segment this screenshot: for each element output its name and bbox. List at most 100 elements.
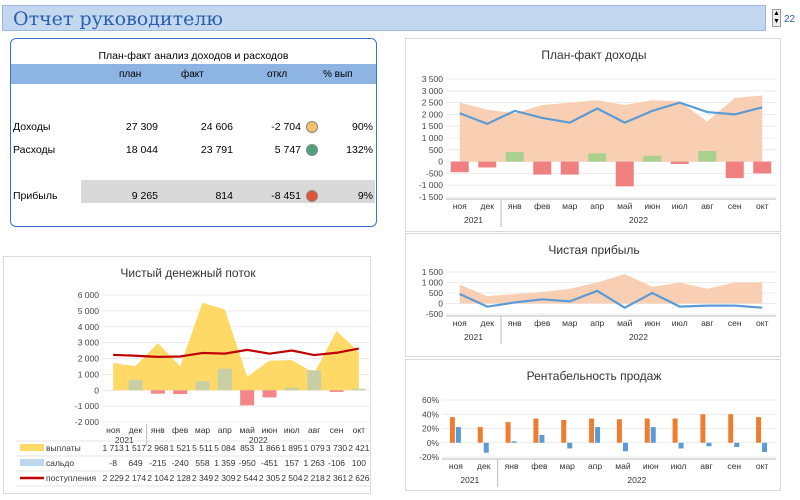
x-tick-label: июл: [284, 425, 300, 435]
margin-bar: [595, 427, 600, 443]
table-cell: 2 128: [170, 473, 192, 483]
table-cell: 100: [352, 458, 366, 468]
y-tick-label: 1 000: [78, 369, 100, 379]
row-dev: -2 704: [271, 121, 301, 133]
x-tick-label: ноя: [453, 318, 467, 328]
x-tick-label: окт: [756, 318, 769, 328]
table-cell: -950: [239, 458, 256, 468]
deviation-bar: [643, 156, 661, 162]
page-spinner[interactable]: ▲ ▼: [772, 9, 781, 27]
spin-down-icon[interactable]: ▼: [773, 18, 780, 26]
table-cell: 853: [240, 443, 254, 453]
x-tick-label: июл: [672, 318, 688, 328]
y-tick-label: -1 500: [419, 192, 443, 202]
x-tick-label: июл: [672, 201, 688, 211]
margin-bar: [728, 414, 733, 443]
table-cell: 1 895: [281, 443, 303, 453]
y-tick-label: 500: [429, 288, 443, 298]
x-tick-label: дек: [481, 318, 495, 328]
saldo-bar: [352, 389, 366, 391]
margin-bar: [623, 443, 628, 452]
x-tick-label: авг: [308, 425, 320, 435]
y-tick-label: -1 000: [75, 401, 99, 411]
margin-bar: [539, 435, 544, 443]
table-cell: 2 309: [214, 473, 236, 483]
margin-bar: [706, 443, 711, 447]
x-tick-label: апр: [218, 425, 232, 435]
table-cell: 1 713: [103, 443, 125, 453]
margin-bar: [561, 420, 566, 443]
row-dev: 5 747: [275, 144, 301, 156]
saldo-bar: [151, 390, 165, 393]
legend-label: поступления: [46, 473, 97, 483]
row-fact: 24 606: [201, 121, 233, 133]
x-tick-label: июн: [262, 425, 278, 435]
y-tick-label: 2 500: [422, 98, 444, 108]
y-tick-label: 4 000: [78, 322, 100, 332]
x-tick-label: апр: [590, 318, 604, 328]
col-fact: факт: [181, 69, 204, 80]
x-tick-label: дек: [129, 425, 143, 435]
table-cell: 2 421: [348, 443, 370, 453]
year-label: 2021: [464, 215, 483, 225]
deviation-bar: [753, 162, 771, 174]
table-cell: -215: [149, 458, 166, 468]
table-cell: -451: [261, 458, 278, 468]
margin-bar: [478, 427, 483, 443]
deviation-bar: [726, 162, 744, 179]
margin-bar: [484, 443, 489, 453]
table-cell: 558: [195, 458, 209, 468]
x-tick-label: май: [240, 425, 256, 435]
margin-bar: [450, 417, 455, 443]
x-tick-label: дек: [481, 201, 495, 211]
table-cell: 649: [128, 458, 142, 468]
row-fact: 23 791: [201, 144, 233, 156]
saldo-bar: [129, 380, 143, 390]
table-cell: 2 504: [281, 473, 303, 483]
table-cell: 2 968: [147, 443, 169, 453]
deviation-bar: [506, 152, 524, 161]
x-tick-label: авг: [700, 461, 712, 471]
y-tick-label: 60%: [422, 395, 439, 405]
saldo-bar: [218, 369, 232, 391]
table-cell: 2 229: [103, 473, 125, 483]
page-title: Отчет руководителю: [13, 8, 223, 30]
x-tick-label: янв: [508, 318, 522, 328]
row-plan: 9 265: [132, 190, 158, 202]
x-tick-label: фев: [534, 201, 551, 211]
x-tick-label: фев: [531, 461, 548, 471]
status-dot: [306, 121, 318, 133]
year-label: 2022: [629, 332, 648, 342]
year-label: 2022: [629, 215, 648, 225]
y-tick-label: 3 000: [78, 338, 100, 348]
col-pct: % вып: [323, 69, 353, 80]
status-dot: [306, 190, 318, 202]
spin-up-icon[interactable]: ▲: [773, 10, 780, 18]
x-tick-label: мар: [195, 425, 211, 435]
x-tick-label: ноя: [449, 461, 463, 471]
legend-swatch: [20, 459, 44, 466]
x-tick-label: июн: [643, 461, 659, 471]
x-tick-label: май: [615, 461, 631, 471]
x-tick-label: ноя: [106, 425, 120, 435]
table-cell: 2 349: [192, 473, 214, 483]
deviation-bar: [616, 162, 634, 187]
margin-bar: [645, 419, 650, 443]
x-tick-label: окт: [756, 461, 769, 471]
margin-bar: [651, 427, 656, 443]
table-cell: 2 305: [259, 473, 281, 483]
page-number: 22: [784, 14, 795, 25]
margin-bar: [756, 417, 761, 443]
row-plan: 18 044: [126, 144, 158, 156]
table-cell: 2 104: [147, 473, 169, 483]
chart-title: План-факт доходы: [541, 48, 646, 62]
plan-fact-summary-card: План-факт анализ доходов и расходов план…: [10, 38, 377, 227]
x-tick-label: апр: [588, 461, 602, 471]
x-tick-label: сен: [728, 318, 742, 328]
y-tick-label: 1 500: [422, 267, 444, 277]
saldo-bar: [173, 390, 187, 394]
